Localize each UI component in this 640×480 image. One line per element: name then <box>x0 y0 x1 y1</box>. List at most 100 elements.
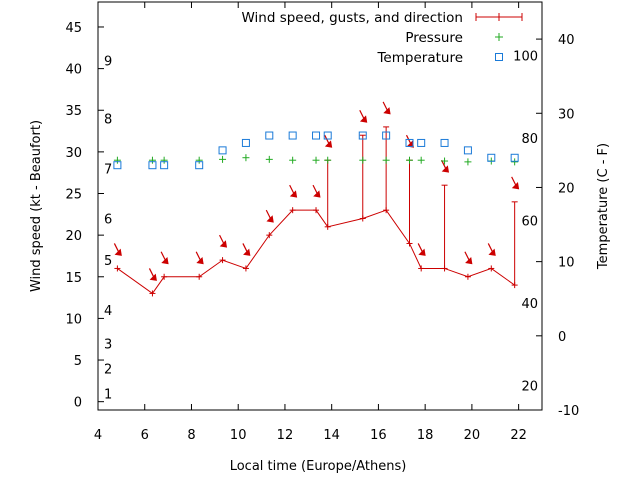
plot-border <box>97 1 543 411</box>
tick-marks <box>97 2 542 411</box>
temperature-point <box>113 161 122 170</box>
x-axis-label: Local time (Europe/Athens) <box>230 459 407 474</box>
x-tick-label: 8 <box>187 428 195 443</box>
arrow-head <box>243 248 251 256</box>
beaufort-label: 1 <box>104 387 112 402</box>
wind-speed-line <box>117 209 515 295</box>
direction-arrow-icon <box>265 209 274 223</box>
temperature-point <box>405 138 414 147</box>
y2-axis-label: Temperature (C - F) <box>596 143 611 270</box>
x-tick-label: 20 <box>464 428 481 443</box>
y-tick-label: 30 <box>65 146 82 161</box>
temperature-point <box>148 161 157 170</box>
beaufort-label: 8 <box>104 113 112 128</box>
x-tick-label: 10 <box>230 428 247 443</box>
direction-arrow-icon <box>195 251 204 265</box>
direction-arrow-icon <box>324 134 333 148</box>
temperature-point <box>218 146 227 155</box>
temperature-point <box>440 138 449 147</box>
legend-label-temperature: Temperature <box>376 50 463 66</box>
y2-tick-label: 40 <box>558 33 575 48</box>
y2-tick-label: -10 <box>558 404 579 419</box>
direction-arrow-icon <box>511 176 520 190</box>
arrow-head <box>313 190 321 198</box>
arrow-head <box>465 256 473 265</box>
beaufort-label: 4 <box>104 304 112 319</box>
legend-label-pressure: Pressure <box>405 30 463 46</box>
temperature-point <box>160 161 169 170</box>
arrow-head <box>266 215 274 223</box>
direction-arrow-icon <box>113 243 122 256</box>
temperature-point <box>487 153 496 162</box>
y-tick-labels: 0 5 10 15 20 25 30 35 40 45 <box>65 21 82 411</box>
temperature-point <box>510 153 519 162</box>
beaufort-labels: 1 2 3 4 5 6 7 8 9 <box>104 54 112 402</box>
arrow-head <box>324 140 333 148</box>
arrow-head <box>219 240 228 248</box>
direction-arrow-icon <box>382 101 391 115</box>
direction-arrow-icon <box>289 184 298 198</box>
x-tick-labels: 4 6 8 10 12 14 16 18 20 22 <box>94 428 527 443</box>
data-layer <box>113 101 520 297</box>
y2-tick-label: 30 <box>558 107 575 122</box>
x-tick-label: 6 <box>141 428 149 443</box>
beaufort-label: 6 <box>104 212 112 227</box>
arrow-head <box>418 248 426 256</box>
x-tick-label: 18 <box>417 428 434 443</box>
y-axis-label: Wind speed (kt - Beaufort) <box>29 120 44 292</box>
direction-arrow-icon <box>160 251 169 265</box>
arrow-head <box>289 190 298 198</box>
fahrenheit-label: 40 <box>521 297 538 312</box>
x-tick-label: 4 <box>94 428 102 443</box>
fahrenheit-labels: 20 40 60 80 100 <box>513 50 538 395</box>
fahrenheit-label: 20 <box>521 379 538 394</box>
x-tick-label: 12 <box>277 428 294 443</box>
y2-tick-label: 0 <box>558 330 566 345</box>
temperature-point <box>358 131 367 140</box>
direction-arrow-icon <box>464 251 473 265</box>
x-tick-label: 14 <box>323 428 340 443</box>
legend-temperature-sample <box>495 53 503 61</box>
legend-temperature-mark <box>495 53 503 61</box>
arrow-head <box>196 256 204 265</box>
fahrenheit-label: 100 <box>513 50 538 65</box>
y-tick-label: 45 <box>65 21 82 36</box>
temperature-point <box>241 138 250 147</box>
y-tick-label: 20 <box>65 229 82 244</box>
direction-arrow-icon <box>219 234 228 248</box>
arrow-head <box>511 182 520 190</box>
fahrenheit-label: 80 <box>521 132 538 147</box>
arrow-head <box>149 273 157 281</box>
temperature-point <box>463 146 472 155</box>
arrow-head <box>161 256 169 265</box>
arrow-head <box>383 107 391 115</box>
beaufort-label: 3 <box>104 337 112 352</box>
arrow-head <box>114 248 122 256</box>
direction-arrow-icon <box>148 268 157 281</box>
direction-arrow-icon <box>441 159 450 173</box>
beaufort-label: 7 <box>104 163 112 178</box>
arrow-head <box>359 115 368 123</box>
legend-label-wind: Wind speed, gusts, and direction <box>241 10 463 26</box>
fahrenheit-label: 60 <box>521 214 538 229</box>
y-tick-label: 10 <box>65 312 82 327</box>
temperature-point <box>265 131 274 140</box>
direction-arrow-icon <box>312 184 321 198</box>
y2-tick-labels: -10 0 10 20 30 40 <box>558 33 579 419</box>
y-tick-label: 25 <box>65 188 82 203</box>
temperature-point <box>288 131 297 140</box>
beaufort-label: 2 <box>104 362 112 377</box>
temperature-point <box>417 138 426 147</box>
y2-tick-label: 20 <box>558 181 575 196</box>
x-tick-label: 22 <box>510 428 527 443</box>
temperature-point <box>195 161 204 170</box>
beaufort-label: 9 <box>104 54 112 69</box>
legend-wind-sample <box>475 13 523 21</box>
temperature-point <box>312 131 321 140</box>
direction-arrow-icon <box>487 243 496 256</box>
direction-arrow-icon <box>359 109 368 123</box>
y2-tick-label: 10 <box>558 256 575 271</box>
x-tick-label: 16 <box>370 428 387 443</box>
